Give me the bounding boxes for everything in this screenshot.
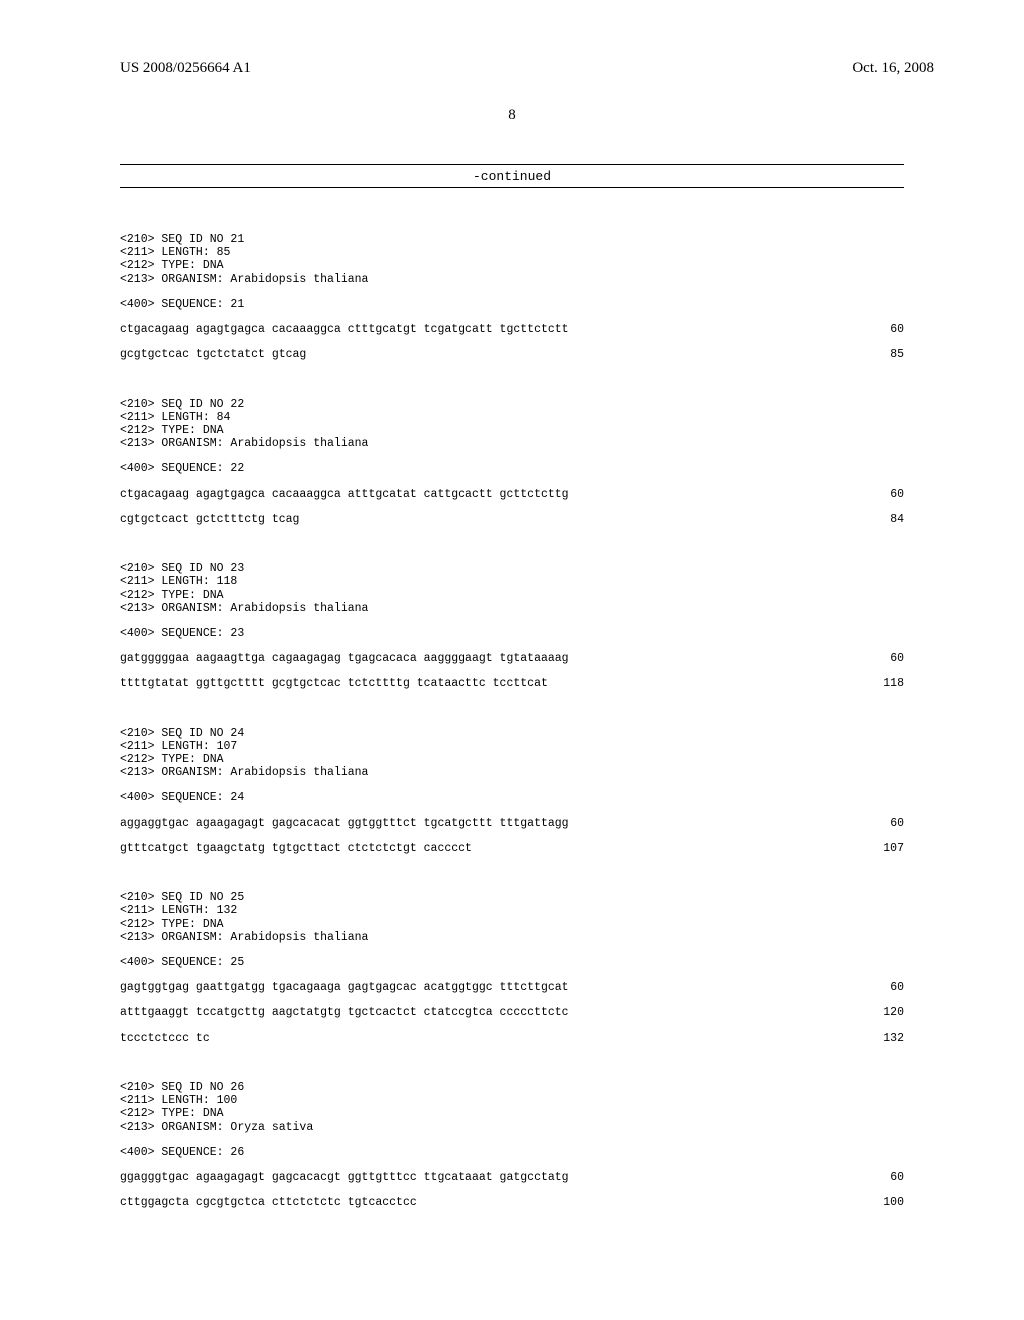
sequence-line: gagtggtgag gaattgatgg tgacagaaga gagtgag…: [120, 981, 904, 994]
sequence-meta-line: <210> SEQ ID NO 22: [120, 398, 904, 411]
sequence-position: 118: [864, 677, 904, 690]
sequence-line: tccctctccc tc 132: [120, 1032, 904, 1045]
sequence-meta-line: <211> LENGTH: 85: [120, 246, 904, 259]
sequence-meta-line: <213> ORGANISM: Arabidopsis thaliana: [120, 766, 904, 779]
sequence-position: 132: [864, 1032, 904, 1045]
sequence-meta: <210> SEQ ID NO 22<211> LENGTH: 84<212> …: [120, 398, 904, 451]
sequence-text: aggaggtgac agaagagagt gagcacacat ggtggtt…: [120, 817, 569, 830]
sequence-position: 60: [864, 323, 904, 336]
sequence-block: <210> SEQ ID NO 22<211> LENGTH: 84<212> …: [120, 398, 904, 539]
sequence-meta-line: <210> SEQ ID NO 24: [120, 727, 904, 740]
sequence-listing: <210> SEQ ID NO 21<211> LENGTH: 85<212> …: [120, 233, 904, 1221]
sequence-header: <400> SEQUENCE: 22: [120, 462, 904, 475]
sequence-block: <210> SEQ ID NO 23<211> LENGTH: 118<212>…: [120, 562, 904, 703]
sequence-meta-line: <213> ORGANISM: Arabidopsis thaliana: [120, 931, 904, 944]
sequence-position: 85: [864, 348, 904, 361]
sequence-text: ttttgtatat ggttgctttt gcgtgctcac tctcttt…: [120, 677, 548, 690]
sequence-line: gtttcatgct tgaagctatg tgtgcttact ctctctc…: [120, 842, 904, 855]
sequence-meta-line: <212> TYPE: DNA: [120, 259, 904, 272]
sequence-text: atttgaaggt tccatgcttg aagctatgtg tgctcac…: [120, 1006, 569, 1019]
sequence-meta-line: <210> SEQ ID NO 23: [120, 562, 904, 575]
sequence-header: <400> SEQUENCE: 25: [120, 956, 904, 969]
sequence-block: <210> SEQ ID NO 24<211> LENGTH: 107<212>…: [120, 727, 904, 868]
patent-date: Oct. 16, 2008: [852, 60, 934, 77]
sequence-line: aggaggtgac agaagagagt gagcacacat ggtggtt…: [120, 817, 904, 830]
sequence-text: gatgggggaa aagaagttga cagaagagag tgagcac…: [120, 652, 569, 665]
continued-label: -continued: [467, 169, 557, 184]
sequence-meta-line: <212> TYPE: DNA: [120, 589, 904, 602]
page-header: US 2008/0256664 A1 Oct. 16, 2008: [0, 0, 1024, 77]
sequence-meta-line: <211> LENGTH: 118: [120, 575, 904, 588]
sequence-meta-line: <211> LENGTH: 84: [120, 411, 904, 424]
sequence-position: 107: [864, 842, 904, 855]
divider-bottom: [120, 187, 904, 188]
sequence-header: <400> SEQUENCE: 24: [120, 791, 904, 804]
sequence-text: ctgacagaag agagtgagca cacaaaggca ctttgca…: [120, 323, 569, 336]
sequence-meta-line: <212> TYPE: DNA: [120, 753, 904, 766]
sequence-line: ctgacagaag agagtgagca cacaaaggca ctttgca…: [120, 323, 904, 336]
sequence-header: <400> SEQUENCE: 26: [120, 1146, 904, 1159]
sequence-meta-line: <210> SEQ ID NO 21: [120, 233, 904, 246]
sequence-meta-line: <213> ORGANISM: Oryza sativa: [120, 1121, 904, 1134]
sequence-position: 60: [864, 981, 904, 994]
sequence-block: <210> SEQ ID NO 26<211> LENGTH: 100<212>…: [120, 1081, 904, 1222]
sequence-text: cgtgctcact gctctttctg tcag: [120, 513, 299, 526]
sequence-meta-line: <211> LENGTH: 132: [120, 904, 904, 917]
sequence-text: tccctctccc tc: [120, 1032, 210, 1045]
sequence-meta-line: <212> TYPE: DNA: [120, 1107, 904, 1120]
patent-number: US 2008/0256664 A1: [120, 60, 251, 77]
sequence-line: ttttgtatat ggttgctttt gcgtgctcac tctcttt…: [120, 677, 904, 690]
sequence-line: cttggagcta cgcgtgctca cttctctctc tgtcacc…: [120, 1196, 904, 1209]
sequence-text: gtttcatgct tgaagctatg tgtgcttact ctctctc…: [120, 842, 472, 855]
sequence-text: ctgacagaag agagtgagca cacaaaggca atttgca…: [120, 488, 569, 501]
sequence-text: cttggagcta cgcgtgctca cttctctctc tgtcacc…: [120, 1196, 417, 1209]
sequence-meta-line: <210> SEQ ID NO 25: [120, 891, 904, 904]
sequence-text: gcgtgctcac tgctctatct gtcag: [120, 348, 306, 361]
sequence-meta-line: <210> SEQ ID NO 26: [120, 1081, 904, 1094]
sequence-position: 84: [864, 513, 904, 526]
sequence-meta-line: <211> LENGTH: 100: [120, 1094, 904, 1107]
continued-section: -continued: [120, 164, 904, 188]
sequence-meta-line: <213> ORGANISM: Arabidopsis thaliana: [120, 273, 904, 286]
sequence-meta: <210> SEQ ID NO 21<211> LENGTH: 85<212> …: [120, 233, 904, 286]
sequence-text: ggagggtgac agaagagagt gagcacacgt ggttgtt…: [120, 1171, 569, 1184]
sequence-text: gagtggtgag gaattgatgg tgacagaaga gagtgag…: [120, 981, 569, 994]
sequence-meta: <210> SEQ ID NO 26<211> LENGTH: 100<212>…: [120, 1081, 904, 1134]
sequence-position: 100: [864, 1196, 904, 1209]
sequence-position: 60: [864, 488, 904, 501]
sequence-meta-line: <212> TYPE: DNA: [120, 424, 904, 437]
sequence-meta-line: <213> ORGANISM: Arabidopsis thaliana: [120, 437, 904, 450]
sequence-line: atttgaaggt tccatgcttg aagctatgtg tgctcac…: [120, 1006, 904, 1019]
sequence-meta-line: <212> TYPE: DNA: [120, 918, 904, 931]
sequence-line: ggagggtgac agaagagagt gagcacacgt ggttgtt…: [120, 1171, 904, 1184]
sequence-block: <210> SEQ ID NO 25<211> LENGTH: 132<212>…: [120, 891, 904, 1057]
page-number: 8: [0, 107, 1024, 124]
sequence-position: 60: [864, 817, 904, 830]
sequence-meta: <210> SEQ ID NO 24<211> LENGTH: 107<212>…: [120, 727, 904, 780]
sequence-meta-line: <213> ORGANISM: Arabidopsis thaliana: [120, 602, 904, 615]
sequence-line: gatgggggaa aagaagttga cagaagagag tgagcac…: [120, 652, 904, 665]
sequence-line: cgtgctcact gctctttctg tcag 84: [120, 513, 904, 526]
sequence-header: <400> SEQUENCE: 21: [120, 298, 904, 311]
sequence-position: 60: [864, 652, 904, 665]
sequence-meta: <210> SEQ ID NO 23<211> LENGTH: 118<212>…: [120, 562, 904, 615]
sequence-block: <210> SEQ ID NO 21<211> LENGTH: 85<212> …: [120, 233, 904, 374]
sequence-meta: <210> SEQ ID NO 25<211> LENGTH: 132<212>…: [120, 891, 904, 944]
sequence-position: 120: [864, 1006, 904, 1019]
sequence-header: <400> SEQUENCE: 23: [120, 627, 904, 640]
sequence-line: gcgtgctcac tgctctatct gtcag 85: [120, 348, 904, 361]
sequence-line: ctgacagaag agagtgagca cacaaaggca atttgca…: [120, 488, 904, 501]
sequence-position: 60: [864, 1171, 904, 1184]
divider-top: [120, 164, 904, 165]
sequence-meta-line: <211> LENGTH: 107: [120, 740, 904, 753]
